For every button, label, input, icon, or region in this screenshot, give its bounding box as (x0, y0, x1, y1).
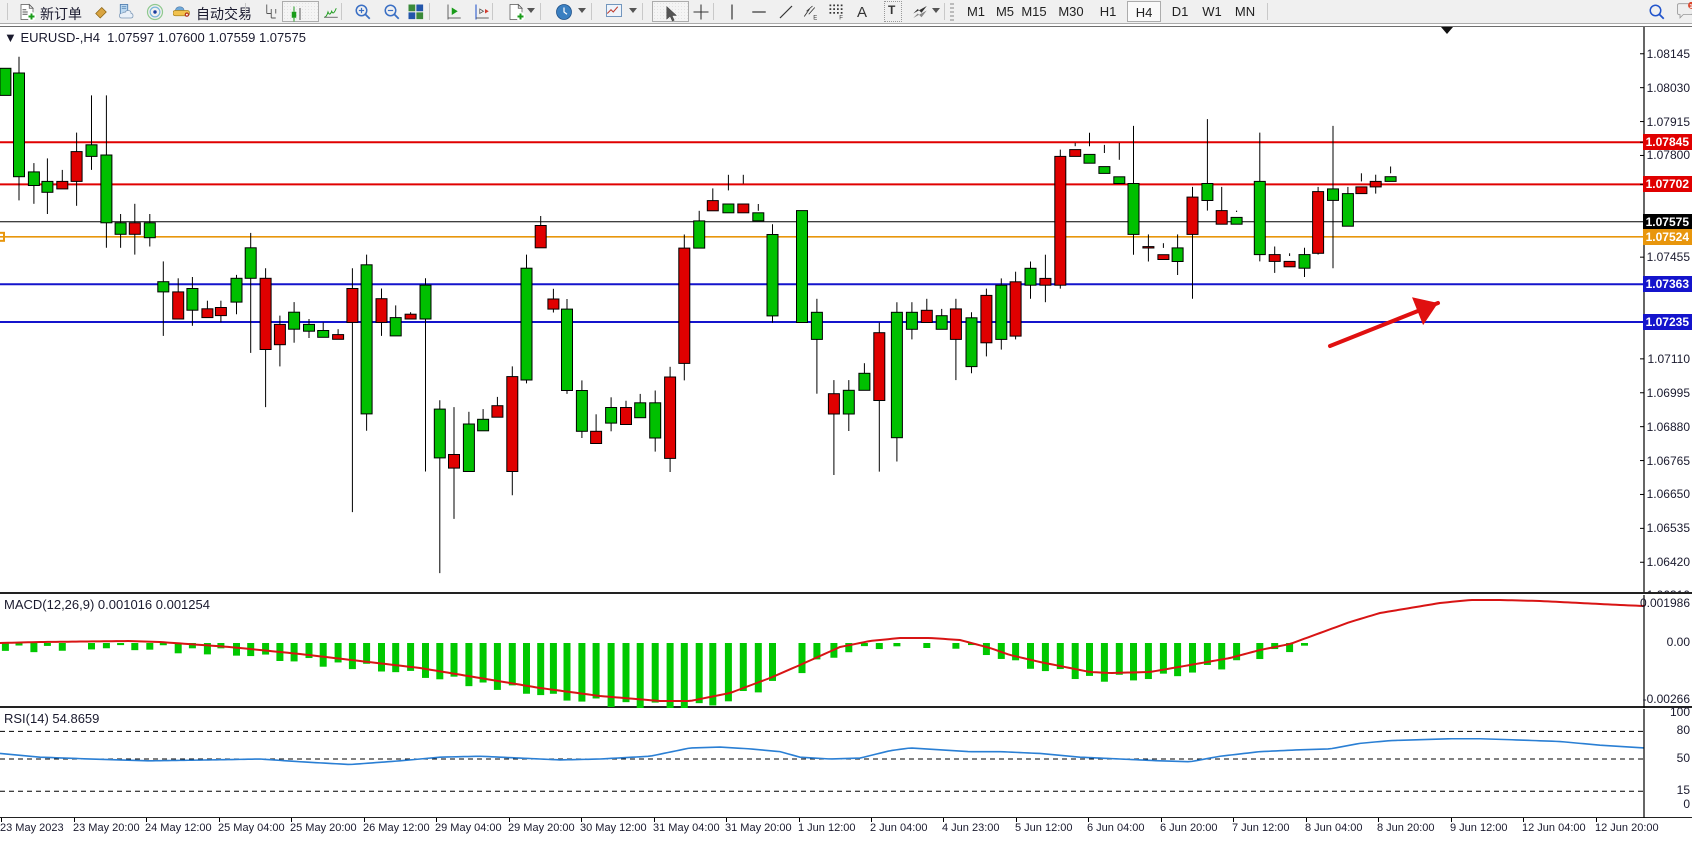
svg-text:F: F (839, 16, 843, 21)
svg-text:E: E (813, 16, 817, 21)
